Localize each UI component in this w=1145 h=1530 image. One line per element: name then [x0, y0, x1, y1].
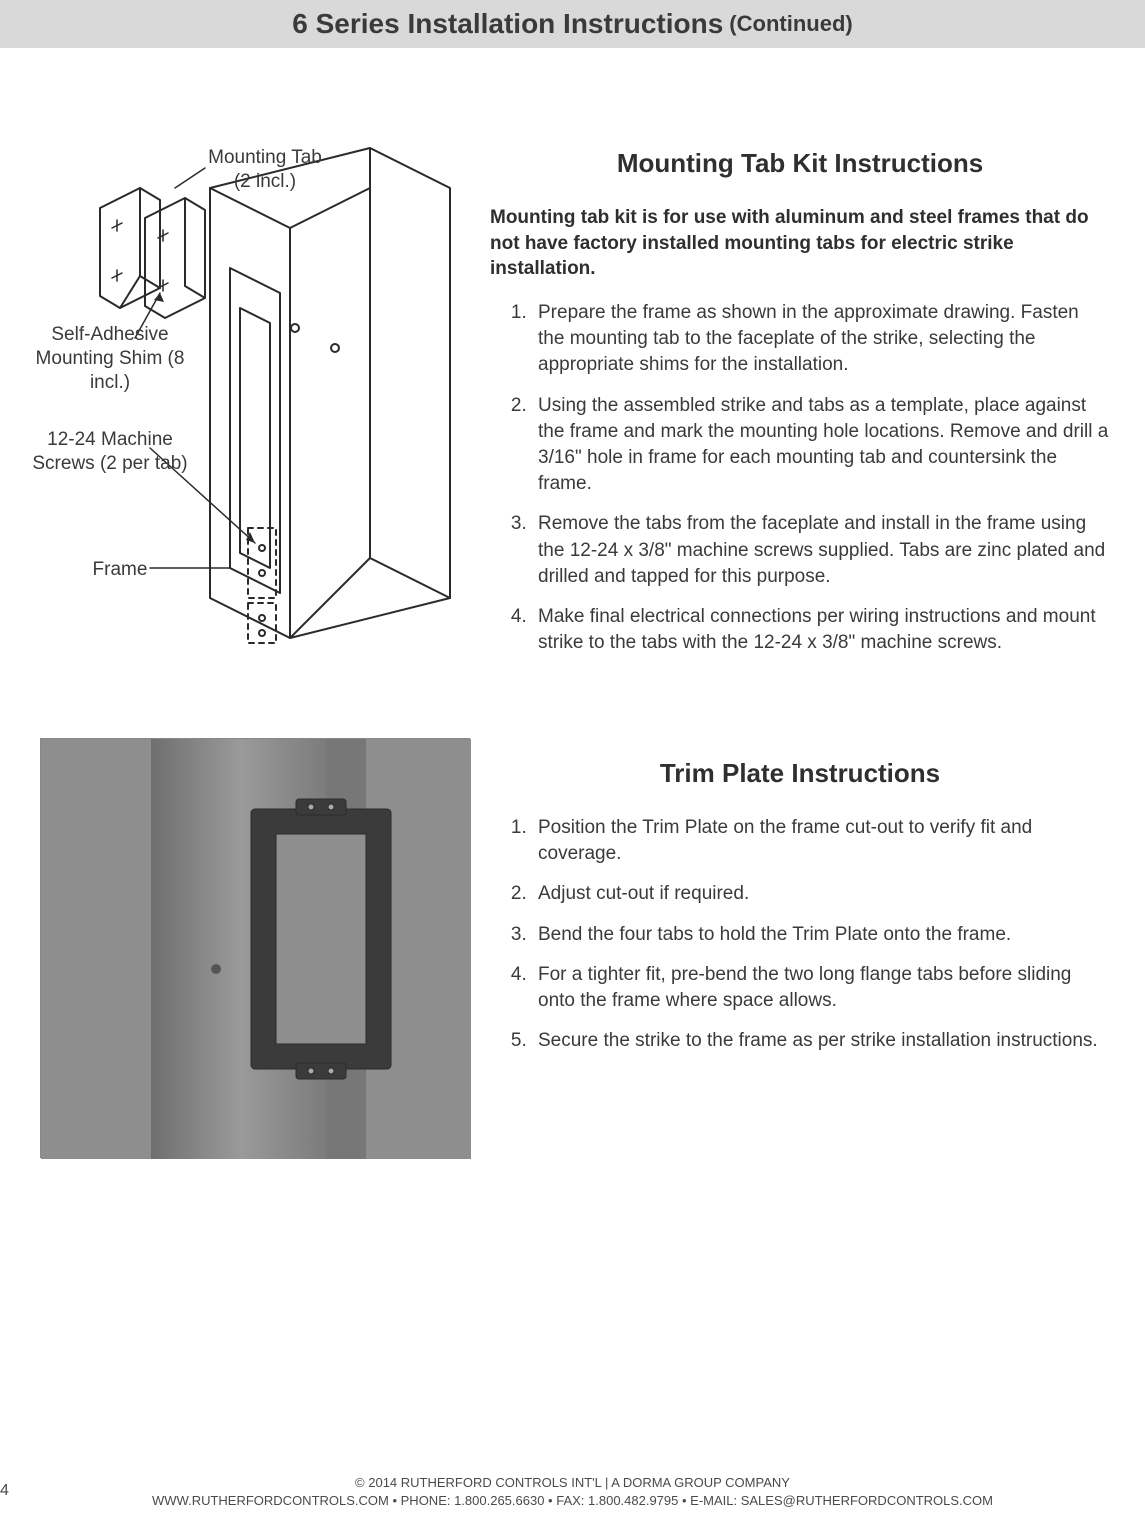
step-item: Secure the strike to the frame as per st…: [532, 1028, 1110, 1054]
callout-text: Frame: [80, 558, 160, 582]
header-title: 6 Series Installation Instructions: [292, 8, 723, 40]
step-item: Bend the four tabs to hold the Trim Plat…: [532, 922, 1110, 948]
step-item: Position the Trim Plate on the frame cut…: [532, 815, 1110, 867]
step-item: For a tighter fit, pre-bend the two long…: [532, 962, 1110, 1014]
callout-text: incl.): [20, 371, 200, 395]
instructions-column-1: Mounting Tab Kit Instructions Mounting t…: [490, 128, 1130, 698]
section1-steps: Prepare the frame as shown in the approx…: [490, 300, 1110, 657]
section-mounting-tab: Mounting Tab (2 incl.) Self-Adhesive Mou…: [0, 48, 1145, 698]
callout-text: Mounting Tab: [195, 146, 335, 170]
photo-svg: [41, 739, 471, 1159]
trim-plate-photo: [40, 738, 470, 1158]
page-footer: © 2014 RUTHERFORD CONTROLS INT'L | A DOR…: [0, 1474, 1145, 1510]
header-continued: (Continued): [729, 11, 852, 37]
section1-title: Mounting Tab Kit Instructions: [490, 148, 1110, 179]
section-trim-plate: Trim Plate Instructions Position the Tri…: [0, 698, 1145, 1158]
diagram-column: Mounting Tab (2 incl.) Self-Adhesive Mou…: [0, 128, 490, 698]
mounting-tab-diagram: Mounting Tab (2 incl.) Self-Adhesive Mou…: [30, 128, 460, 698]
footer-line1: © 2014 RUTHERFORD CONTROLS INT'L | A DOR…: [0, 1474, 1145, 1492]
callout-text: 12-24 Machine: [15, 428, 205, 452]
section2-steps: Position the Trim Plate on the frame cut…: [490, 815, 1110, 1055]
step-item: Using the assembled strike and tabs as a…: [532, 393, 1110, 498]
step-item: Make final electrical connections per wi…: [532, 604, 1110, 656]
page-header: 6 Series Installation Instructions (Cont…: [0, 0, 1145, 48]
footer-line2: WWW.RUTHERFORDCONTROLS.COM • PHONE: 1.80…: [0, 1492, 1145, 1510]
callout-text: Mounting Shim (8: [20, 347, 200, 371]
photo-column: [0, 738, 490, 1158]
callout-text: Self-Adhesive: [20, 323, 200, 347]
page: 6 Series Installation Instructions (Cont…: [0, 0, 1145, 1530]
callout-text: Screws (2 per tab): [15, 452, 205, 476]
step-item: Remove the tabs from the faceplate and i…: [532, 511, 1110, 590]
section2-title: Trim Plate Instructions: [490, 758, 1110, 789]
callout-text: (2 incl.): [195, 170, 335, 194]
step-item: Prepare the frame as shown in the approx…: [532, 300, 1110, 379]
diagram-svg: [30, 128, 460, 698]
callout-frame: Frame: [80, 558, 160, 582]
instructions-column-2: Trim Plate Instructions Position the Tri…: [490, 738, 1130, 1158]
callout-mounting-tab: Mounting Tab (2 incl.): [195, 146, 335, 194]
callout-shim: Self-Adhesive Mounting Shim (8 incl.): [20, 323, 200, 394]
step-item: Adjust cut-out if required.: [532, 881, 1110, 907]
section1-intro: Mounting tab kit is for use with aluminu…: [490, 205, 1110, 282]
callout-screws: 12-24 Machine Screws (2 per tab): [15, 428, 205, 476]
